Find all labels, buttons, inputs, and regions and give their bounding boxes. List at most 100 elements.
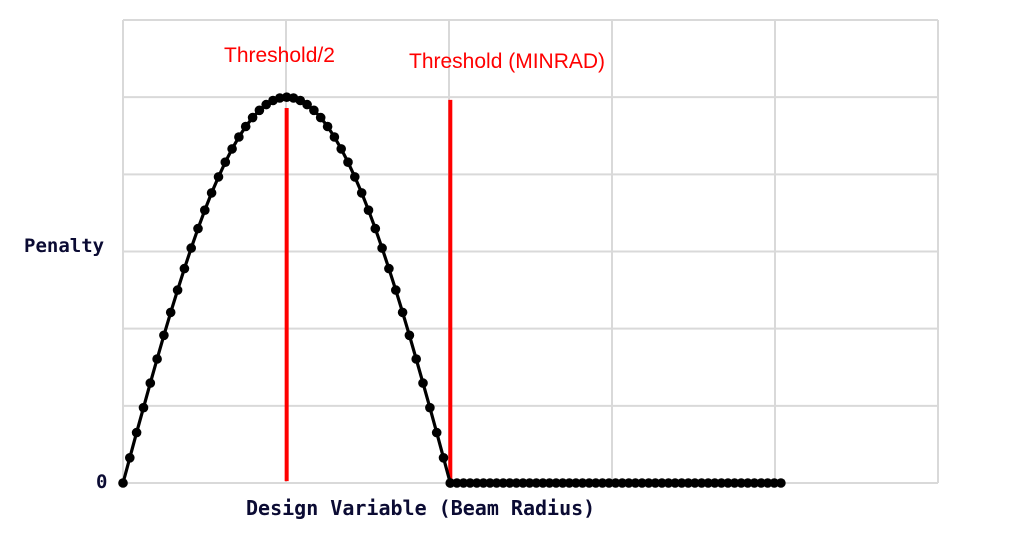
y-axis-zero-tick: 0 xyxy=(96,471,108,493)
data-point xyxy=(524,478,535,488)
data-point xyxy=(577,478,588,488)
data-point xyxy=(769,478,780,488)
data-point xyxy=(584,478,594,488)
data-point xyxy=(676,478,687,488)
data-point xyxy=(125,453,135,463)
data-point xyxy=(329,132,340,142)
data-point xyxy=(518,478,528,488)
data-point xyxy=(438,453,449,463)
data-point xyxy=(485,478,495,488)
data-point xyxy=(336,144,347,154)
data-point xyxy=(118,478,128,488)
data-point xyxy=(710,478,720,488)
data-point xyxy=(200,205,210,215)
data-point xyxy=(743,478,753,488)
data-point xyxy=(193,223,203,234)
data-point xyxy=(206,188,217,198)
data-point xyxy=(391,285,401,295)
data-point xyxy=(431,427,442,438)
data-point xyxy=(452,478,462,488)
data-point xyxy=(159,330,169,341)
data-point xyxy=(703,478,713,488)
data-point xyxy=(145,378,156,388)
data-point xyxy=(762,478,773,488)
data-point xyxy=(425,402,435,413)
data-point xyxy=(370,223,381,234)
x-axis-label: Design Variable (Beam Radius) xyxy=(246,496,596,520)
data-point xyxy=(172,285,183,295)
data-point xyxy=(322,121,333,132)
data-point xyxy=(186,243,196,253)
data-point xyxy=(350,172,360,182)
data-point xyxy=(315,112,326,123)
data-point xyxy=(716,478,727,488)
data-point xyxy=(776,478,786,488)
data-point xyxy=(670,478,680,488)
data-point xyxy=(610,478,621,488)
data-point xyxy=(458,478,469,488)
data-point xyxy=(131,427,142,438)
data-point xyxy=(624,478,634,488)
data-point xyxy=(663,478,674,488)
data-point xyxy=(564,478,575,488)
data-point xyxy=(723,478,733,488)
data-point xyxy=(445,478,456,488)
data-point xyxy=(152,354,162,364)
data-point xyxy=(247,112,258,123)
data-point xyxy=(690,478,700,488)
data-point xyxy=(696,478,707,488)
data-point xyxy=(302,99,312,110)
data-point xyxy=(404,330,415,341)
data-point xyxy=(356,188,367,198)
data-point xyxy=(538,478,548,488)
data-point xyxy=(650,478,661,488)
data-point xyxy=(557,478,568,488)
data-point xyxy=(749,478,760,488)
data-point xyxy=(498,478,509,488)
data-point xyxy=(377,243,387,253)
data-point xyxy=(240,121,251,132)
data-point xyxy=(505,478,515,488)
data-point xyxy=(643,478,654,488)
data-point xyxy=(309,105,319,116)
data-point xyxy=(384,263,394,274)
y-axis-label: Penalty xyxy=(24,235,105,257)
data-point xyxy=(511,478,522,488)
data-point xyxy=(179,263,190,274)
data-point xyxy=(683,478,694,488)
data-point xyxy=(465,478,475,488)
data-point xyxy=(138,402,149,413)
data-point xyxy=(220,157,231,167)
data-point xyxy=(227,144,237,154)
data-point xyxy=(630,478,641,488)
data-point xyxy=(756,478,766,488)
data-point xyxy=(165,307,176,318)
data-point xyxy=(478,478,489,488)
data-point xyxy=(571,478,581,488)
data-point xyxy=(544,478,555,488)
data-point xyxy=(234,132,244,142)
data-point xyxy=(657,478,667,488)
data-point xyxy=(411,354,422,364)
data-point xyxy=(363,205,374,215)
data-point xyxy=(491,478,502,488)
data-point xyxy=(531,478,542,488)
data-point xyxy=(472,478,482,488)
data-point xyxy=(418,378,428,388)
data-point xyxy=(597,478,608,488)
data-point xyxy=(617,478,627,488)
data-point xyxy=(736,478,746,488)
data-point xyxy=(254,105,265,116)
data-point xyxy=(213,172,224,182)
annotation-threshold-minrad-label: Threshold (MINRAD) xyxy=(409,50,606,73)
data-point xyxy=(551,478,561,488)
data-point xyxy=(604,478,614,488)
data-point xyxy=(591,478,601,488)
annotation-threshold-half-label: Threshold/2 xyxy=(224,44,335,67)
data-point xyxy=(343,157,353,167)
data-point xyxy=(397,307,408,318)
data-point xyxy=(729,478,740,488)
data-point xyxy=(637,478,647,488)
